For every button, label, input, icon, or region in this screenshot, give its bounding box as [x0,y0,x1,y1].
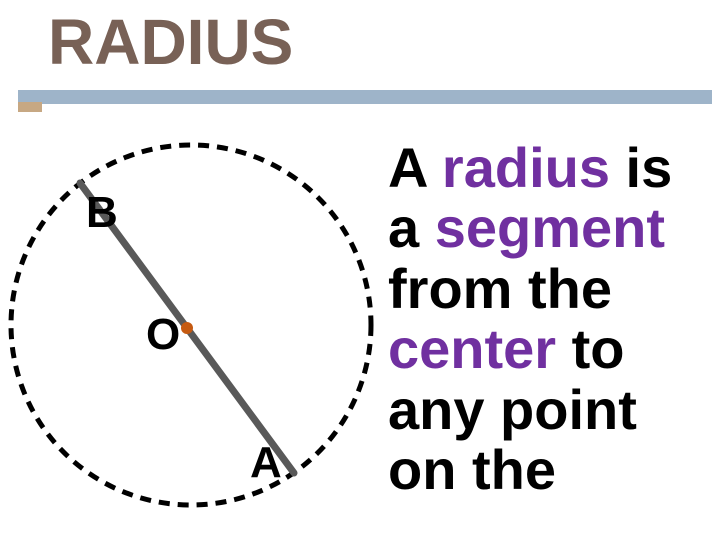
point-label-o: O [146,310,180,360]
slide: RADIUS B O A A radius is a segment from … [0,0,720,540]
def-l2-kw: segment [435,196,665,259]
center-dot [181,322,193,334]
def-l1-a: A [388,136,442,199]
definition-text: A radius is a segment from the center to… [388,138,672,501]
circle-figure: B O A [6,128,376,528]
def-l4-kw: center [388,317,556,380]
def-line-6: on the [388,440,672,500]
circle-svg [6,128,376,528]
def-line-4: center to [388,319,672,379]
def-line-3: from the [388,259,672,319]
point-label-b: B [86,188,118,238]
point-label-a: A [250,438,282,488]
def-line-2: a segment [388,198,672,258]
slide-title: RADIUS [48,10,293,74]
def-line-5: any point [388,380,672,440]
def-line-1: A radius is [388,138,672,198]
def-l1-c: is [610,136,672,199]
accent-square [18,102,42,112]
def-l1-kw: radius [442,136,610,199]
def-l4-b: to [556,317,624,380]
accent-bar [18,90,712,104]
def-l2-a: a [388,196,435,259]
